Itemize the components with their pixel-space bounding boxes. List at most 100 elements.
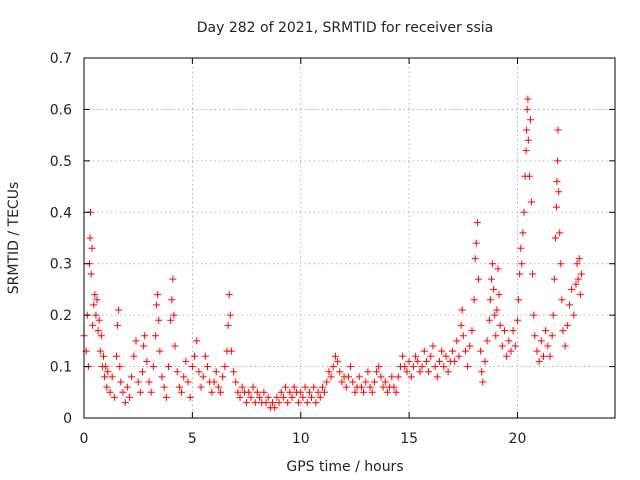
data-point (178, 388, 186, 396)
data-point (262, 399, 270, 407)
data-point (523, 126, 531, 134)
data-point (466, 342, 474, 350)
data-point (158, 373, 166, 381)
data-point (390, 383, 398, 391)
data-point (440, 363, 448, 371)
data-point (513, 316, 521, 324)
data-point (349, 378, 357, 386)
data-point (577, 270, 585, 278)
data-point (458, 306, 466, 314)
data-point (544, 342, 552, 350)
data-point (516, 270, 524, 278)
data-point (403, 368, 411, 376)
y-tick-labels: 0 0.1 0.2 0.3 0.4 0.5 0.6 0.7 (50, 51, 72, 427)
data-point (173, 368, 181, 376)
data-point (498, 342, 506, 350)
data-point (412, 352, 420, 360)
data-point (101, 373, 109, 381)
data-point (210, 378, 218, 386)
grid-layer (84, 58, 615, 418)
data-point (290, 383, 298, 391)
data-point (208, 388, 216, 396)
data-point (530, 311, 538, 319)
data-point (491, 311, 499, 319)
data-point (552, 203, 560, 211)
data-point (401, 363, 409, 371)
data-point (381, 378, 389, 386)
data-point (90, 301, 98, 309)
data-point (140, 342, 148, 350)
data-point (197, 383, 205, 391)
data-point (91, 291, 99, 299)
data-point (204, 363, 212, 371)
data-point (288, 393, 296, 401)
data-point (559, 327, 567, 335)
data-point (108, 373, 116, 381)
data-point (282, 383, 290, 391)
data-point (95, 316, 103, 324)
data-point (277, 388, 285, 396)
data-point (575, 255, 583, 263)
data-point (160, 383, 168, 391)
data-point (420, 347, 428, 355)
data-point (539, 352, 547, 360)
data-point (188, 363, 196, 371)
data-point (364, 368, 372, 376)
data-point (461, 347, 469, 355)
data-point (156, 347, 164, 355)
data-point (414, 357, 422, 365)
data-point (182, 357, 190, 365)
data-point (286, 388, 294, 396)
x-tick-label: 5 (188, 431, 197, 447)
data-point (422, 357, 430, 365)
data-point (565, 301, 573, 309)
data-point (106, 388, 114, 396)
data-point (429, 342, 437, 350)
data-point (435, 357, 443, 365)
data-point (494, 265, 502, 273)
data-point (224, 321, 232, 329)
data-point (515, 296, 523, 304)
data-point (226, 311, 234, 319)
data-point (519, 229, 527, 237)
y-tick-label: 0.2 (50, 308, 72, 324)
data-point (574, 275, 582, 283)
data-point (427, 352, 435, 360)
y-tick-label: 0.3 (50, 257, 72, 273)
data-point (295, 399, 303, 407)
x-axis-label: GPS time / hours (286, 459, 403, 475)
data-point (548, 332, 556, 340)
data-point (485, 316, 493, 324)
data-point (117, 378, 125, 386)
data-point (472, 239, 480, 247)
data-point (531, 332, 539, 340)
data-point (568, 285, 576, 293)
x-tick-label: 15 (400, 431, 418, 447)
data-point (347, 363, 355, 371)
data-point (492, 332, 500, 340)
data-point (558, 296, 566, 304)
data-point (184, 378, 192, 386)
data-point (116, 363, 124, 371)
data-point (416, 368, 424, 376)
data-point (555, 188, 563, 196)
data-point (329, 363, 337, 371)
data-point (253, 388, 261, 396)
data-point (479, 378, 487, 386)
data-point (279, 393, 287, 401)
data-point (126, 393, 134, 401)
data-point (392, 388, 400, 396)
data-point (154, 291, 162, 299)
data-point (114, 321, 122, 329)
data-point (318, 383, 326, 391)
data-point (511, 342, 519, 350)
y-tick-label: 0.6 (50, 102, 72, 118)
data-point (232, 378, 240, 386)
data-point (186, 393, 194, 401)
data-point (557, 260, 565, 268)
data-point (486, 296, 494, 304)
data-point (128, 373, 136, 381)
data-point (308, 393, 316, 401)
